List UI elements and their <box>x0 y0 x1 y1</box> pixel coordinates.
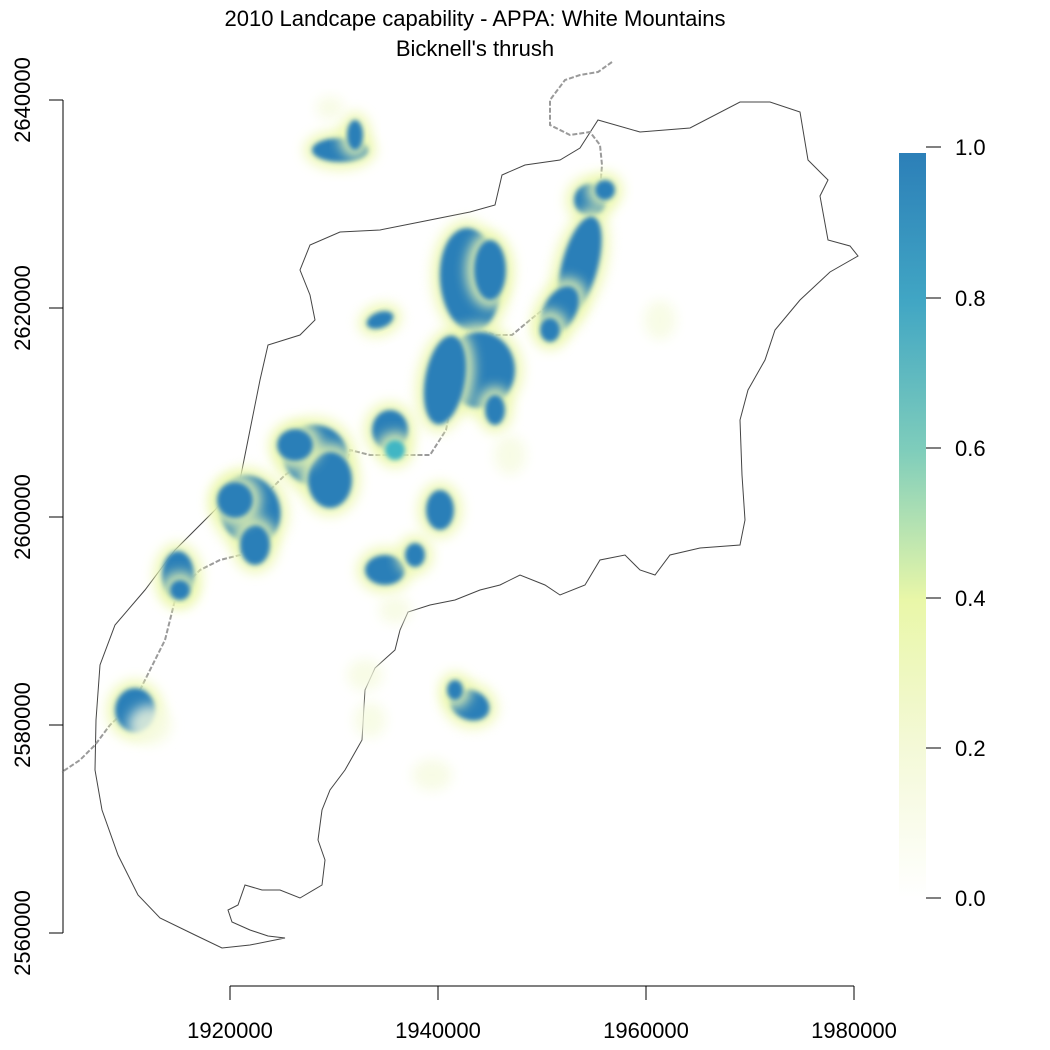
habitat-patch <box>385 440 405 460</box>
habitat-patch <box>277 429 313 461</box>
habitat-patch <box>365 555 405 585</box>
y-axis: 2640000 2620000 2600000 2580000 2560000 <box>10 57 64 976</box>
habitat-patch-halo <box>644 300 676 340</box>
habitat-patch <box>423 335 467 425</box>
habitat-patch <box>217 482 253 518</box>
legend-tick-label: 0.6 <box>955 436 986 461</box>
legend-tick-label: 0.4 <box>955 586 986 611</box>
habitat-patch-halo <box>354 702 386 738</box>
color-legend: 0.0 0.2 0.4 0.6 0.8 1.0 <box>899 135 986 911</box>
y-tick-label: 2620000 <box>10 265 35 351</box>
habitat-patch-halo <box>128 705 172 745</box>
habitat-patch <box>405 543 425 567</box>
habitat-patches <box>107 96 676 791</box>
map-title: 2010 Landcape capability - APPA: White M… <box>224 6 726 31</box>
map-subtitle: Bicknell's thrush <box>395 36 555 61</box>
habitat-patch-halo <box>347 659 383 691</box>
habitat-patch <box>485 395 505 425</box>
legend-tick-label: 0.8 <box>955 286 986 311</box>
y-tick-label: 2560000 <box>10 890 35 976</box>
habitat-patch <box>447 680 463 700</box>
habitat-patch <box>240 525 270 565</box>
legend-tick-label: 1.0 <box>955 135 986 160</box>
habitat-patch <box>308 452 352 508</box>
habitat-patch-halo <box>412 759 452 791</box>
habitat-patch <box>540 318 560 342</box>
habitat-patch <box>474 240 506 300</box>
habitat-patch-halo <box>494 435 526 475</box>
x-tick-label: 1960000 <box>603 1018 689 1043</box>
x-tick-label: 1920000 <box>187 1018 273 1043</box>
legend-color-bar <box>899 153 926 898</box>
habitat-patch <box>595 180 615 200</box>
habitat-patch <box>347 120 363 150</box>
habitat-patch <box>426 490 454 530</box>
habitat-patch-halo <box>316 96 344 120</box>
y-tick-label: 2600000 <box>10 474 35 560</box>
habitat-patch <box>170 580 190 600</box>
y-tick-label: 2580000 <box>10 682 35 768</box>
y-tick-label: 2640000 <box>10 57 35 143</box>
x-tick-label: 1980000 <box>811 1018 897 1043</box>
legend-tick-label: 0.0 <box>955 886 986 911</box>
x-axis: 1920000 1940000 1960000 1980000 <box>187 985 897 1043</box>
study-area-boundary <box>94 101 859 949</box>
habitat-patch-halo <box>379 596 411 624</box>
x-tick-label: 1940000 <box>395 1018 481 1043</box>
legend-tick-label: 0.2 <box>955 736 986 761</box>
habitat-patch <box>366 311 394 329</box>
